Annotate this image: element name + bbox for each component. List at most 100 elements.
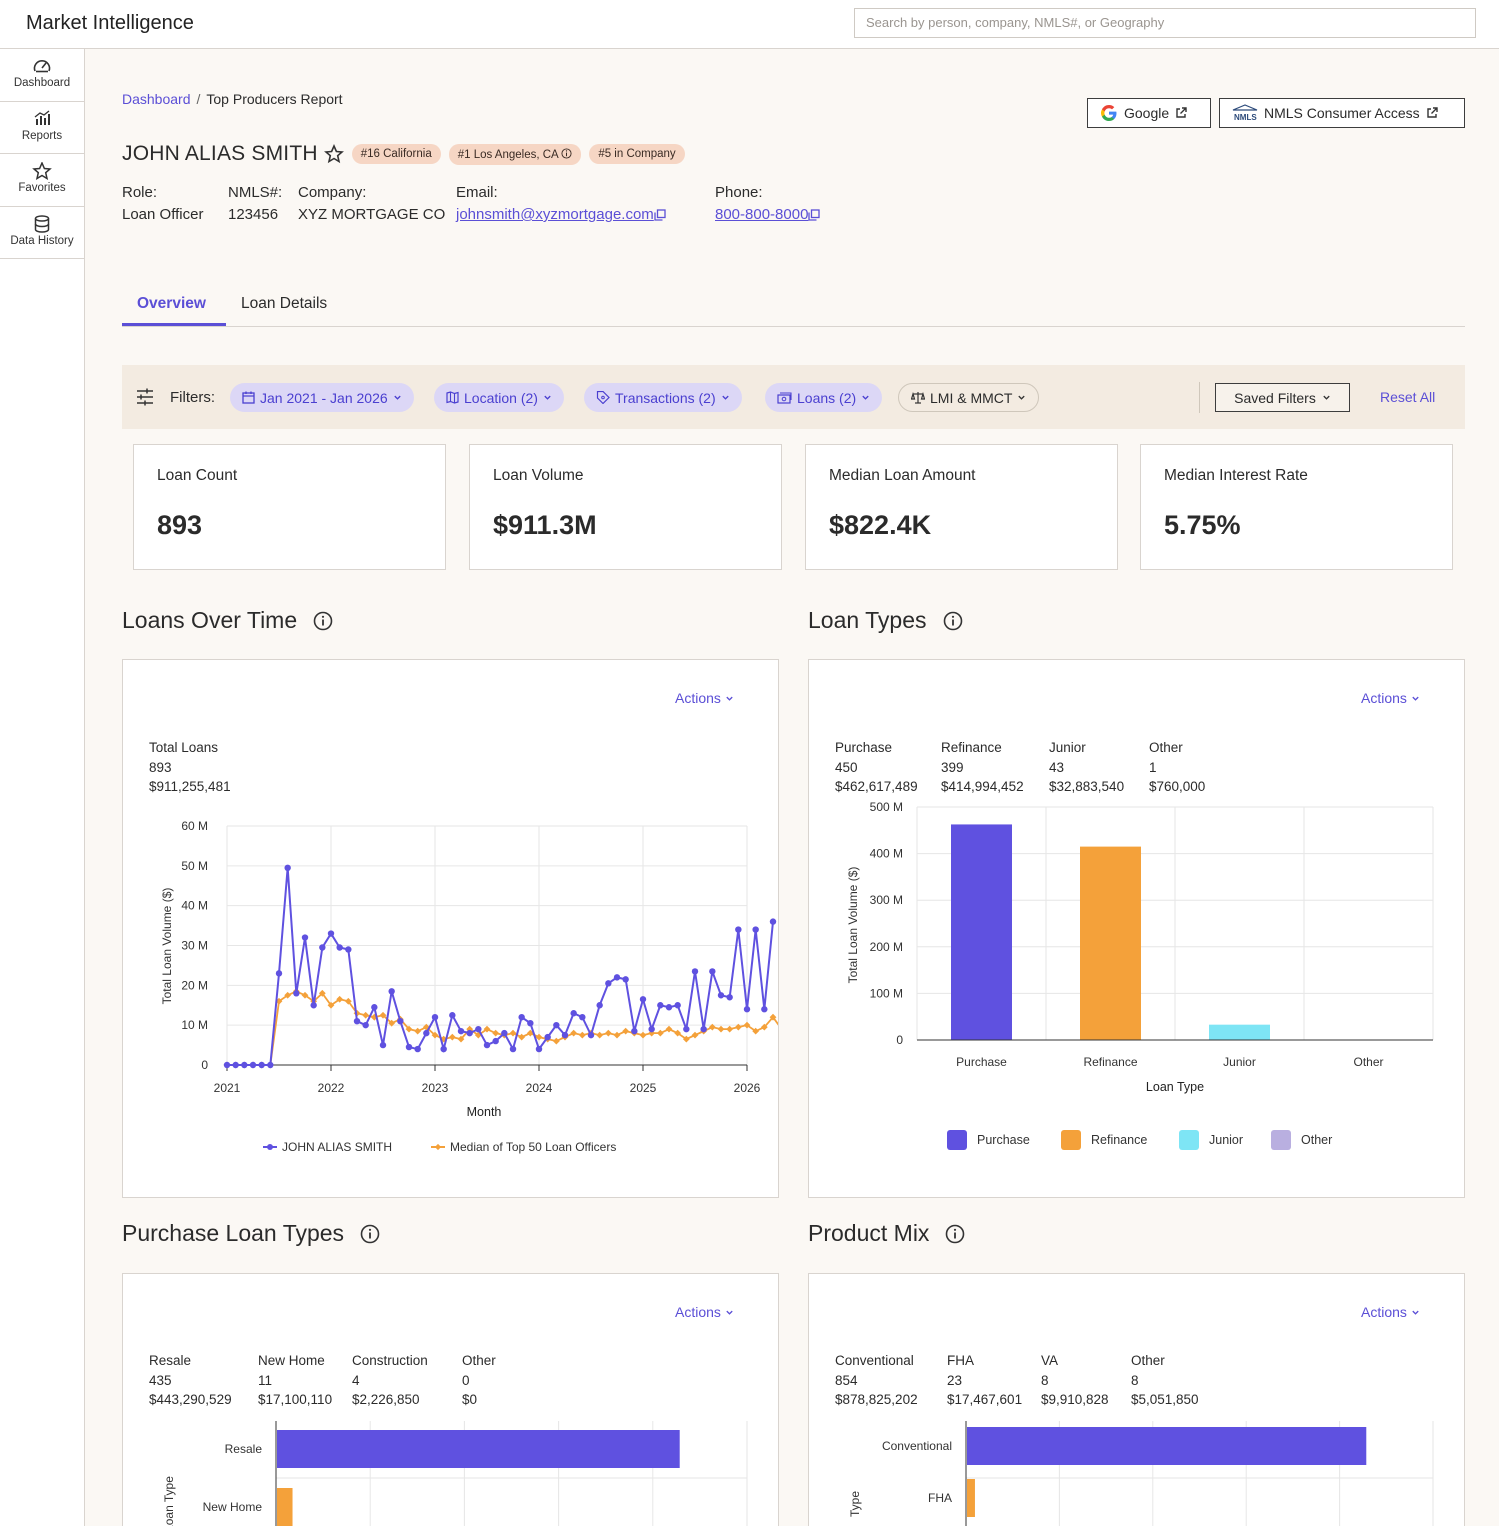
data-point	[544, 1033, 551, 1041]
filter-date-range[interactable]: Jan 2021 - Jan 2026	[230, 383, 414, 412]
section-title-text: Product Mix	[808, 1220, 930, 1246]
legend-label: Median of Top 50 Loan Officers	[450, 1140, 616, 1154]
kpi-card-loan-count: Loan Count 893	[133, 444, 446, 570]
favorite-star-icon[interactable]	[323, 144, 344, 164]
saved-filters-button[interactable]: Saved Filters	[1215, 383, 1350, 412]
data-point	[527, 1019, 534, 1027]
bar	[277, 1430, 680, 1468]
summary-stat-other: Other 0 $0	[462, 1351, 496, 1410]
stat-label: Junior	[1049, 740, 1086, 755]
breadcrumb-dashboard-link[interactable]: Dashboard	[122, 91, 191, 107]
chevron-down-icon	[721, 395, 729, 400]
tab-loan-details[interactable]: Loan Details	[241, 295, 328, 312]
sidebar-item-label: Reports	[21, 129, 63, 142]
filter-transactions[interactable]: Transactions (2)	[584, 383, 742, 412]
actions-dropdown[interactable]: Actions	[1361, 1304, 1420, 1320]
saved-filters-label: Saved Filters	[1234, 389, 1316, 406]
y-tick-label: 200 M	[870, 940, 903, 954]
chevron-down-icon	[862, 395, 869, 400]
legend-marker	[267, 1144, 273, 1150]
tab-overview[interactable]: Overview	[137, 295, 206, 312]
top-bar: Market Intelligence Search by person, co…	[0, 0, 1499, 49]
stat-count: 4	[352, 1372, 360, 1388]
data-point	[639, 1031, 647, 1039]
sidebar-item-data-history[interactable]: Data History	[0, 207, 84, 259]
legend-label: Junior	[1209, 1133, 1243, 1147]
email-link[interactable]: johnsmith@xyzmortgage.com	[456, 206, 654, 223]
kpi-card-median-interest-rate: Median Interest Rate 5.75%	[1140, 444, 1453, 570]
data-point	[336, 944, 343, 951]
chevron-down-icon	[1018, 395, 1026, 400]
stat-volume: $462,617,489	[835, 779, 918, 794]
data-point	[778, 1026, 779, 1033]
data-point	[761, 1006, 768, 1013]
rank-badge-state: #16 California	[351, 144, 441, 164]
sidebar-item-favorites[interactable]: Favorites	[0, 154, 84, 207]
filter-loans[interactable]: Loans (2)	[765, 383, 883, 412]
filter-chip-label: Jan 2021 - Jan 2026	[260, 389, 388, 406]
sidebar-item-reports[interactable]: Reports	[0, 102, 84, 154]
actions-dropdown[interactable]: Actions	[675, 1304, 734, 1320]
data-point	[657, 1002, 664, 1009]
info-icon[interactable]	[561, 147, 572, 159]
data-point	[717, 1025, 725, 1033]
data-point	[414, 1027, 422, 1035]
stat-volume: $878,825,202	[835, 1392, 918, 1407]
chevron-down-icon	[726, 1310, 733, 1315]
kpi-label: Loan Volume	[493, 467, 584, 484]
actions-dropdown[interactable]: Actions	[1361, 690, 1420, 706]
app-title: Market Intelligence	[26, 12, 194, 34]
y-tick-label: 50 M	[181, 859, 208, 873]
data-point	[371, 1004, 378, 1011]
kpi-label: Loan Count	[157, 467, 238, 484]
info-icon[interactable]	[360, 1224, 380, 1244]
company-label: Company:	[298, 184, 367, 201]
filter-location[interactable]: Location (2)	[434, 383, 564, 412]
data-point	[587, 1031, 595, 1039]
filter-lmi-mmct[interactable]: LMI & MMCT	[898, 383, 1040, 412]
data-point	[509, 1045, 517, 1053]
stat-volume: $9,910,828	[1041, 1392, 1109, 1407]
loan-types-chart: 0 100 M 200 M 300 M 400 M 500 M Purchase Refina…	[846, 800, 1434, 1150]
chevron-down-icon	[1412, 696, 1419, 701]
data-point	[431, 1014, 439, 1021]
info-icon[interactable]	[313, 611, 333, 631]
y-tick-label: 500 M	[870, 800, 903, 814]
data-point	[743, 1021, 751, 1029]
info-icon[interactable]	[945, 1224, 965, 1244]
stat-volume: $414,994,452	[941, 779, 1024, 794]
y-tick-label: New Home	[203, 1500, 263, 1514]
profile-header: JOHN ALIAS SMITH #16 California #1 Los A…	[122, 142, 685, 166]
nmls-consumer-access-button[interactable]: NMLS NMLS Consumer Access	[1219, 98, 1465, 128]
email-field: johnsmith@xyzmortgage.com	[456, 206, 666, 223]
rank-badge-company: #5 in Company	[589, 144, 685, 164]
data-point	[743, 1006, 751, 1013]
data-point	[353, 1017, 361, 1025]
data-point	[700, 1025, 707, 1033]
data-point	[518, 1014, 525, 1021]
reset-all-button[interactable]: Reset All	[1380, 389, 1436, 405]
data-point	[518, 1033, 526, 1041]
data-point	[622, 976, 629, 983]
data-point	[301, 934, 309, 941]
info-icon[interactable]	[943, 611, 963, 631]
rank-badge-city: #1 Los Angeles, CA	[448, 143, 582, 165]
scale-icon	[911, 391, 925, 404]
data-point	[310, 1002, 317, 1009]
legend-label: Purchase	[977, 1133, 1030, 1147]
active-tab-indicator	[122, 323, 226, 326]
stat-label: Other	[462, 1353, 496, 1368]
data-point	[397, 1017, 404, 1025]
y-tick-label: 30 M	[181, 939, 208, 953]
chevron-down-icon	[544, 395, 551, 400]
sidebar-item-dashboard[interactable]: Dashboard	[0, 49, 84, 102]
data-point	[483, 1041, 491, 1049]
data-point	[526, 1029, 534, 1037]
copy-icon[interactable]	[808, 208, 821, 221]
search-input[interactable]: Search by person, company, NMLS#, or Geo…	[854, 8, 1476, 38]
copy-icon[interactable]	[654, 208, 666, 221]
bar	[1209, 1024, 1270, 1040]
actions-dropdown[interactable]: Actions	[675, 690, 734, 706]
phone-link[interactable]: 800-800-8000	[715, 206, 809, 223]
google-button[interactable]: Google	[1087, 98, 1211, 128]
